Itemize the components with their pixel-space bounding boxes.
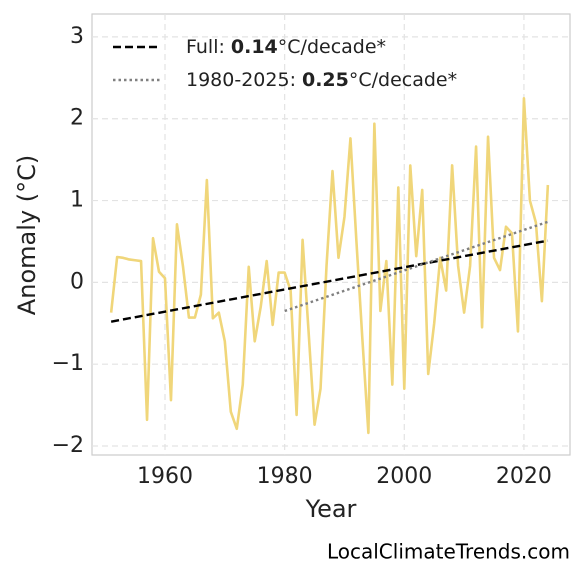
y-tick-label: 2 (70, 106, 84, 131)
x-tick-label: 1980 (257, 464, 313, 489)
x-tick-label: 2000 (376, 464, 432, 489)
y-axis-label: Anomaly (°C) (13, 155, 41, 315)
y-tick-label: 3 (70, 24, 84, 49)
y-tick-label: −2 (52, 433, 84, 458)
x-axis-label: Year (305, 495, 357, 523)
y-tick-label: 1 (70, 188, 84, 213)
x-tick-label: 1960 (137, 464, 193, 489)
legend-unit: °C/decade* (278, 36, 386, 58)
y-tick-label: 0 (70, 269, 84, 294)
legend-label: 1980-2025: 0.25°C/decade* (186, 69, 457, 91)
source: LocalClimateTrends.com (327, 540, 570, 564)
anomaly-line (109, 96, 550, 435)
legend-label: Full: 0.14°C/decade* (186, 36, 386, 58)
legend-name: Full: (186, 36, 225, 58)
trend-line (284, 220, 549, 313)
legend-slope: 0.25 (302, 69, 349, 91)
y-tick-label: −1 (52, 351, 84, 376)
x-tick-label: 2020 (496, 464, 552, 489)
legend-name: 1980-2025: (186, 69, 296, 91)
legend-unit: °C/decade* (349, 69, 457, 91)
legend-slope: 0.14 (231, 36, 278, 58)
trend-line (110, 239, 549, 323)
plot-frame (91, 13, 571, 456)
